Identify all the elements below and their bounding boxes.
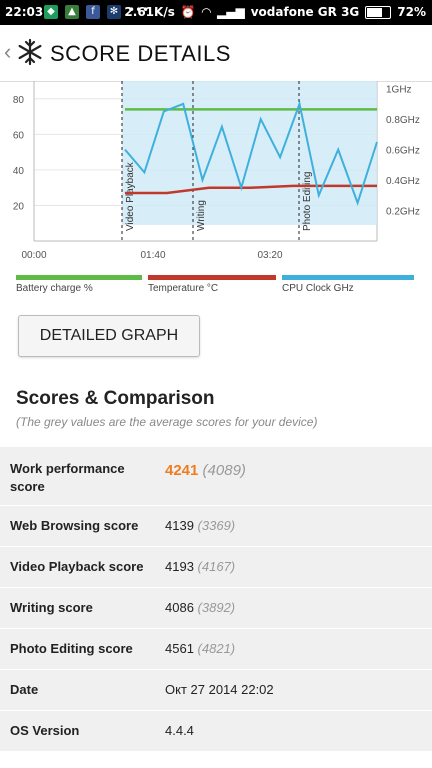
battery-icon <box>365 5 392 19</box>
y-left-tick-label: 60 <box>13 130 25 141</box>
row-label: Work performance score <box>10 461 125 494</box>
table-row-photo-editing: Photo Editing score 4561 (4821) <box>0 628 432 669</box>
legend-cpu: CPU Clock GHz <box>282 275 414 295</box>
carrier-name: vodafone GR 3G <box>250 5 360 19</box>
row-value: 4139 (3369) <box>165 518 235 533</box>
section-label: Photo Editing <box>302 172 313 232</box>
table-row-video-playback: Video Playback score 4193 (4167) <box>0 546 432 587</box>
back-chevron-icon[interactable]: ‹ <box>4 39 12 64</box>
score-value: 4561 <box>165 641 194 656</box>
snowflake-logo-icon[interactable] <box>15 37 45 67</box>
series-line-temperature <box>125 184 377 195</box>
legend-cpu-label: CPU Clock GHz <box>282 283 354 294</box>
row-label: Date <box>10 682 39 697</box>
more-icon: ••• <box>128 3 150 17</box>
row-label: Writing score <box>10 600 93 615</box>
battery-fill <box>367 7 382 17</box>
photo-icon: ▲ <box>65 5 79 19</box>
network-speed: 2.61K/s <box>124 5 175 19</box>
y-right-tick-label: 0.8GHz <box>386 115 420 126</box>
row-label: Video Playback score <box>10 559 144 574</box>
section-label: Video Playback <box>125 161 136 231</box>
row-value: 4.4.4 <box>165 723 194 738</box>
legend-battery: Battery charge % <box>16 275 142 295</box>
facebook-icon: f <box>86 5 100 19</box>
y-right-tick-label: 1GHz <box>386 85 412 96</box>
cpu-range-band <box>122 81 377 225</box>
score-value: 4086 <box>165 600 194 615</box>
table-row-work-performance: Work performance score 4241 (4089) <box>0 446 432 505</box>
table-row-os-version: OS Version 4.4.4 <box>0 710 432 751</box>
legend-cpu-swatch <box>282 275 414 280</box>
row-label: Web Browsing score <box>10 518 139 533</box>
y-right-tick-label: 0.4GHz <box>386 176 420 187</box>
scores-subtitle: (The grey values are the average scores … <box>16 415 318 429</box>
snowflake-icon: ✻ <box>107 5 121 19</box>
detailed-graph-button[interactable]: DETAILED GRAPH <box>18 315 200 357</box>
y-left-tick-label: 80 <box>13 95 25 106</box>
row-value: 4561 (4821) <box>165 641 235 656</box>
wifi-icon: ◠ <box>201 5 212 19</box>
score-value: 4193 <box>165 559 194 574</box>
score-average: (4167) <box>197 559 236 574</box>
score-average: (4821) <box>197 641 236 656</box>
legend-battery-label: Battery charge % <box>16 283 93 294</box>
scores-title: Scores & Comparison <box>16 388 215 409</box>
signal-icon: ▂▄▆ <box>217 5 245 19</box>
scores-table: Work performance score 4241 (4089) Web B… <box>0 446 432 751</box>
legend-temperature: Temperature °C <box>148 275 276 295</box>
table-row-writing: Writing score 4086 (3892) <box>0 587 432 628</box>
work-score-value: 4241 <box>165 462 199 479</box>
legend-temperature-label: Temperature °C <box>148 283 219 294</box>
y-right-tick-label: 0.6GHz <box>386 146 420 157</box>
x-tick-label: 00:00 <box>21 250 46 261</box>
y-right-tick-label: 0.2GHz <box>386 207 420 218</box>
page-title: SCORE DETAILS <box>50 41 231 66</box>
y-left-tick-label: 40 <box>13 166 25 177</box>
score-value: 4139 <box>165 518 194 533</box>
y-left-tick-label: 20 <box>13 201 25 212</box>
app-bar: ‹ SCORE DETAILS <box>0 25 432 82</box>
row-value: 4086 (3892) <box>165 600 235 615</box>
chart-area: 20 40 60 80 0.2GHz 0.4GHz 0.6GHz 0.8GHz 1GHz 00:0… <box>0 81 432 291</box>
alarm-icon: ⏰ <box>180 5 196 19</box>
row-label: Photo Editing score <box>10 641 133 656</box>
series-line-cpu <box>124 100 378 206</box>
legend-temperature-swatch <box>148 275 276 280</box>
shield-icon: ◆ <box>44 5 58 19</box>
score-average: (3892) <box>197 600 236 615</box>
battery-percent: 72% <box>397 5 426 19</box>
status-time: 22:03 <box>5 5 44 19</box>
legend-battery-swatch <box>16 275 142 280</box>
work-score-average: (4089) <box>202 462 246 479</box>
table-row-date: Date Окт 27 2014 22:02 <box>0 669 432 710</box>
status-right: 2.61K/s ⏰ ◠ ▂▄▆ vodafone GR 3G 72% <box>124 5 426 19</box>
score-average: (3369) <box>197 518 236 533</box>
row-value: Окт 27 2014 22:02 <box>165 682 274 697</box>
x-tick-label: 01:40 <box>140 250 165 261</box>
status-bar: 22:03 ◆ ▲ f ✻ ••• 2.61K/s ⏰ ◠ ▂▄▆ vodafo… <box>0 0 432 25</box>
section-label: Writing <box>196 200 207 231</box>
x-tick-label: 03:20 <box>257 250 282 261</box>
row-label: OS Version <box>10 723 80 738</box>
row-value: 4241 (4089) <box>165 462 246 479</box>
performance-chart: 20 40 60 80 0.2GHz 0.4GHz 0.6GHz 0.8GHz 1GHz 00:0… <box>13 81 420 261</box>
row-value: 4193 (4167) <box>165 559 235 574</box>
table-row-web-browsing: Web Browsing score 4139 (3369) <box>0 505 432 546</box>
